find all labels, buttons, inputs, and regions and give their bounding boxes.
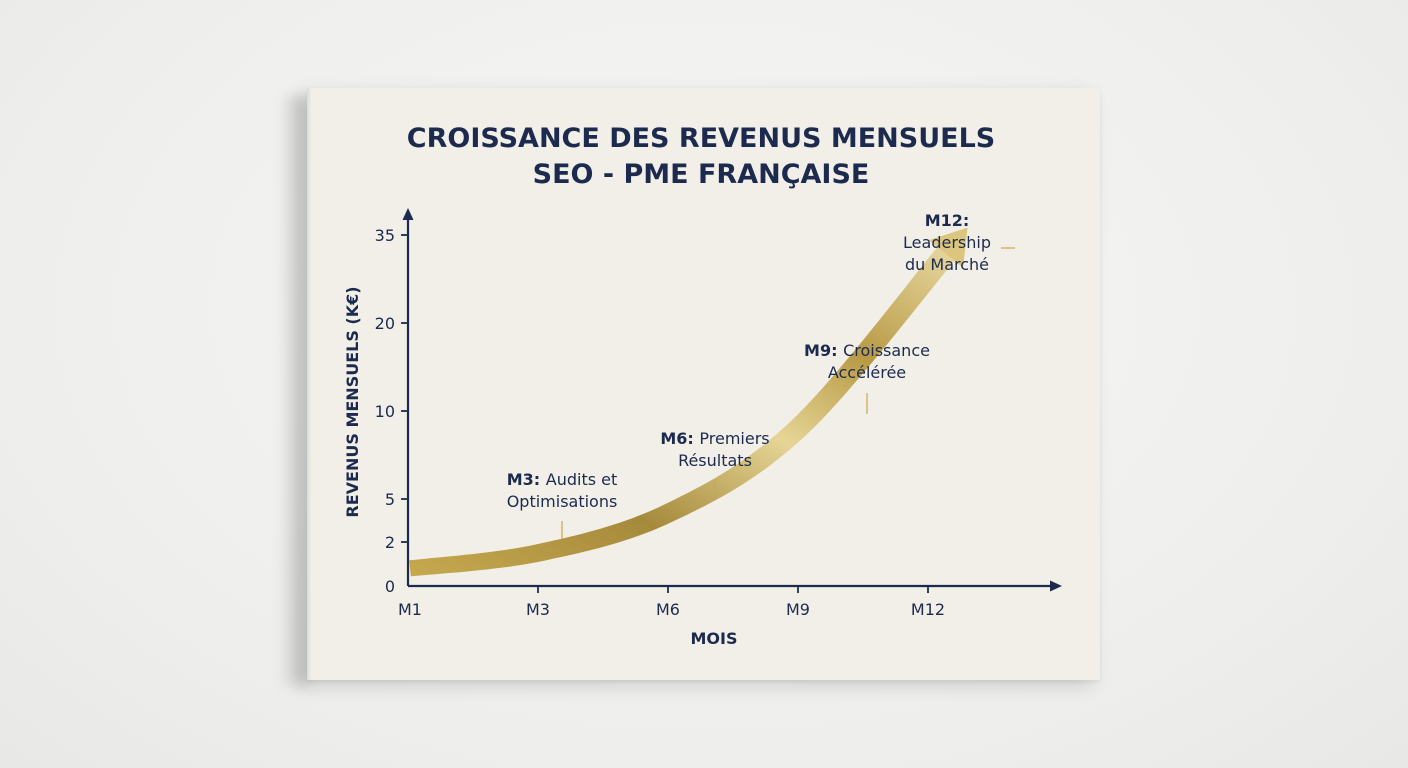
x-tick-label: M12: [911, 600, 945, 619]
annotation-text: M9: Croissance: [804, 341, 930, 360]
x-tick-label: M9: [786, 600, 810, 619]
canvas-shadow: [278, 96, 308, 686]
x-ticks: M1 M3 M6 M9 M12: [398, 586, 945, 619]
y-axis-arrow: [402, 208, 414, 220]
annotation-text: M3: Audits et: [507, 470, 618, 489]
annotation-text: Résultats: [678, 451, 752, 470]
annotation-text: M6: Premiers: [660, 429, 769, 448]
y-tick-label: 5: [385, 490, 395, 509]
y-tick-label: 35: [375, 226, 395, 245]
y-axis-title: REVENUS MENSUELS (K€): [343, 286, 362, 517]
x-tick-label: M3: [526, 600, 550, 619]
series-group: [409, 227, 968, 577]
y-tick-label: 10: [375, 402, 395, 421]
annotation-m9: M9: Croissance Accélérée: [804, 341, 930, 414]
annotation-m12: M12: Leadership du Marché: [903, 211, 1015, 274]
annotation-text: du Marché: [905, 255, 989, 274]
chart-title-line-1: CROISSANCE DES REVENUS MENSUELS: [407, 123, 995, 154]
y-tick-label: 0: [385, 577, 395, 596]
canvas-edge: [307, 88, 311, 680]
y-tick-label: 20: [375, 314, 395, 333]
y-tick-label: 2: [385, 533, 395, 552]
chart-svg: CROISSANCE DES REVENUS MENSUELS SEO - PM…: [343, 123, 1062, 648]
growth-line: [409, 247, 955, 577]
chart-canvas: CROISSANCE DES REVENUS MENSUELS SEO - PM…: [307, 88, 1100, 680]
x-axis-arrow: [1050, 580, 1062, 592]
x-axis-title: MOIS: [691, 629, 738, 648]
annotation-label: M12:: [925, 211, 970, 230]
growth-arrow-head: [928, 227, 968, 268]
annotation-text: Leadership: [903, 233, 991, 252]
annotation-text: Accélérée: [828, 363, 906, 382]
annotation-text: Optimisations: [507, 492, 618, 511]
x-tick-label: M6: [656, 600, 680, 619]
annotation-m6: M6: Premiers Résultats: [660, 429, 770, 498]
annotation-m3: M3: Audits et Optimisations: [507, 470, 618, 539]
x-tick-label: M1: [398, 600, 422, 619]
chart-title-line-2: SEO - PME FRANÇAISE: [533, 159, 870, 190]
annotations-group: M3: Audits et Optimisations M6: Premiers Ré…: [507, 211, 1015, 539]
y-ticks: 0 2 5 10 20 35: [375, 226, 408, 596]
